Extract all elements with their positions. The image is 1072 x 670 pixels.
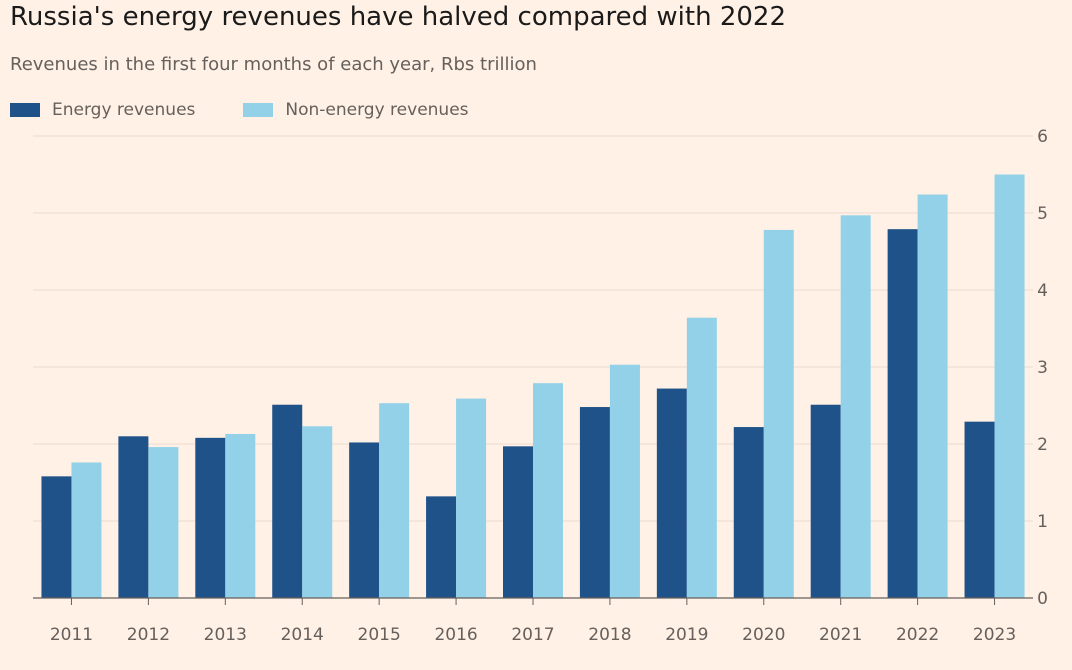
bar-non-energy [994, 174, 1025, 598]
x-tick-label: 2022 [896, 625, 939, 645]
legend-item-non-energy: Non-energy revenues [243, 100, 469, 120]
bar-non-energy [302, 426, 333, 598]
bar-energy [41, 476, 72, 598]
bar-non-energy [71, 462, 102, 598]
bar-non-energy [763, 229, 794, 598]
x-tick-label: 2016 [434, 625, 477, 645]
x-tick-label: 2011 [50, 625, 93, 645]
bar-non-energy [609, 364, 640, 598]
y-tick-label: 2 [1037, 435, 1048, 455]
y-tick-label: 3 [1037, 358, 1048, 378]
bar-energy [964, 421, 995, 598]
y-tick-label: 4 [1037, 281, 1048, 301]
x-tick-label: 2014 [281, 625, 324, 645]
bar-non-energy [148, 447, 179, 598]
bar-non-energy [379, 403, 410, 598]
bar-non-energy [533, 383, 563, 598]
legend-label-energy: Energy revenues [52, 100, 196, 120]
bar-non-energy [456, 398, 487, 598]
x-tick-label: 2019 [665, 625, 708, 645]
bar-energy [579, 407, 610, 598]
x-tick-label: 2013 [204, 625, 247, 645]
legend-swatch-energy [10, 103, 40, 117]
bar-non-energy [225, 433, 256, 598]
bar-non-energy [686, 317, 717, 598]
chart-subtitle: Revenues in the first four months of eac… [10, 54, 537, 75]
x-tick-label: 2017 [511, 625, 554, 645]
legend-swatch-non-energy [243, 103, 274, 117]
bar-non-energy [917, 194, 948, 598]
x-tick-label: 2021 [819, 625, 862, 645]
bar-energy [656, 388, 687, 598]
x-tick-label: 2020 [742, 625, 785, 645]
bar-non-energy [840, 215, 871, 598]
y-tick-label: 1 [1037, 512, 1048, 532]
y-tick-label: 5 [1037, 204, 1048, 224]
bar-energy [733, 427, 764, 598]
bar-energy [118, 436, 149, 598]
bar-energy [349, 442, 380, 598]
chart-title: Russia's energy revenues have halved com… [10, 2, 786, 32]
legend-item-energy: Energy revenues [10, 100, 195, 120]
bar-energy [272, 404, 303, 598]
y-tick-label: 0 [1037, 589, 1048, 609]
bar-energy [426, 496, 457, 598]
bar-energy [503, 446, 533, 598]
bar-energy [810, 404, 841, 598]
y-tick-label: 6 [1037, 127, 1048, 147]
x-tick-label: 2023 [973, 625, 1016, 645]
legend-label-non-energy: Non-energy revenues [285, 100, 469, 120]
x-tick-label: 2015 [358, 625, 401, 645]
x-tick-label: 2018 [588, 625, 631, 645]
bar-energy [195, 437, 226, 598]
bar-energy [887, 229, 918, 599]
legend: Energy revenues Non-energy revenues [10, 100, 517, 120]
x-tick-label: 2012 [127, 625, 170, 645]
